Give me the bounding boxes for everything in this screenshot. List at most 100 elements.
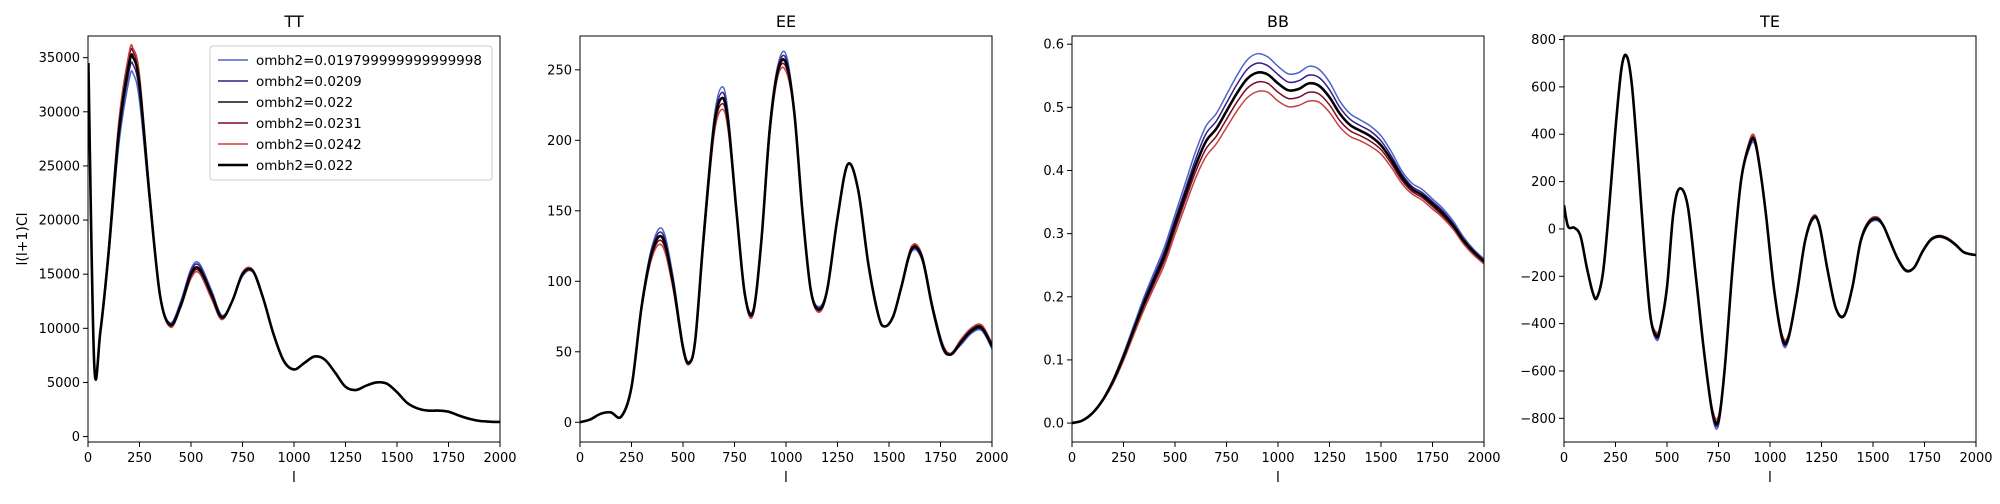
series-line [1072, 71, 1484, 424]
series-line [88, 53, 500, 424]
x-tick-label: 1250 [821, 451, 854, 466]
x-tick-label: 250 [1603, 451, 1628, 466]
y-tick-label: 200 [1531, 175, 1556, 190]
x-tick-label: 1750 [1908, 451, 1941, 466]
x-tick-label: 1750 [924, 451, 957, 466]
x-tick-label: 1000 [1261, 451, 1294, 466]
legend-label: ombh2=0.0209 [256, 74, 362, 90]
series-group [1564, 53, 1976, 430]
y-tick-label: 200 [547, 134, 572, 149]
series-line [1072, 71, 1484, 425]
y-tick-label: 10000 [39, 322, 80, 337]
y-tick-label: 250 [547, 63, 572, 78]
y-tick-label: 20000 [39, 214, 80, 229]
y-tick-label: 150 [547, 204, 572, 219]
x-tick-label: 250 [619, 451, 644, 466]
y-axis-label: l(l+1)Cl [15, 212, 31, 265]
x-tick-label: 2000 [483, 451, 516, 466]
x-tick-label: 750 [722, 451, 747, 466]
x-tick-label: 1250 [329, 451, 362, 466]
panel-ee: 0 250 500 750 1000 1250 1500 1750 2000 0 50 100 150 2… [547, 12, 1008, 486]
x-axis-label: l [292, 470, 296, 486]
x-tick-label: 1500 [872, 451, 905, 466]
panel-title: EE [776, 12, 796, 31]
legend: ombh2=0.019799999999999998 ombh2=0.0209 om… [209, 45, 493, 181]
panel-bb: 0 250 500 750 1000 1250 1500 1750 2000 0.0 0.1 0.2 0… [1043, 12, 1500, 486]
series-line [1072, 62, 1484, 424]
series-line [580, 58, 992, 423]
series-line [1564, 53, 1976, 426]
x-axis-label: l [1768, 470, 1772, 486]
series-line [580, 66, 992, 423]
y-tick-label: 100 [547, 275, 572, 290]
x-tick-label: 0 [1068, 451, 1076, 466]
panel-title: TT [283, 12, 303, 31]
x-tick-label: 0 [84, 451, 92, 466]
x-tick-label: 1500 [1364, 451, 1397, 466]
y-tick-label: 5000 [47, 376, 80, 391]
y-tick-label: 0.0 [1043, 417, 1064, 432]
y-tick-label: 0 [564, 416, 572, 431]
series-group [88, 43, 500, 424]
series-line [580, 54, 992, 423]
y-tick-label: 15000 [39, 268, 80, 283]
x-tick-label: 1000 [769, 451, 802, 466]
x-axis-label: l [1276, 470, 1280, 486]
series-line [580, 62, 992, 423]
y-tick-label: 800 [1531, 33, 1556, 48]
y-tick-label: 0.3 [1043, 227, 1064, 242]
series-line [580, 58, 992, 424]
legend-label: ombh2=0.019799999999999998 [256, 53, 482, 69]
x-tick-label: 750 [230, 451, 255, 466]
series-line [1564, 53, 1976, 423]
series-line [1072, 52, 1484, 424]
x-tick-label: 500 [1655, 451, 1680, 466]
y-tick-label: −200 [1520, 270, 1556, 285]
x-tick-label: 500 [1163, 451, 1188, 466]
series-line [580, 50, 992, 423]
series-line [1564, 53, 1976, 421]
x-tick-label: 1000 [277, 451, 310, 466]
x-tick-label: 2000 [1959, 451, 1992, 466]
y-tick-label: −400 [1520, 317, 1556, 332]
x-tick-label: 1500 [380, 451, 413, 466]
series-line [1564, 54, 1976, 425]
panel-te: 0 250 500 750 1000 1250 1500 1750 2000−800−600−4… [1520, 12, 1992, 486]
series-line [1072, 80, 1484, 424]
x-tick-label: 1250 [1805, 451, 1838, 466]
y-tick-label: −600 [1520, 364, 1556, 379]
x-tick-label: 1500 [1856, 451, 1889, 466]
axes-frame [1563, 35, 1977, 443]
y-tick-label: 0.6 [1043, 38, 1064, 53]
x-tick-label: 1750 [432, 451, 465, 466]
y-tick-label: 0.5 [1043, 101, 1064, 116]
x-tick-label: 250 [1111, 451, 1136, 466]
legend-label: ombh2=0.022 [256, 95, 353, 111]
y-tick-label: 35000 [39, 51, 80, 66]
x-tick-label: 1750 [1416, 451, 1449, 466]
x-tick-label: 750 [1214, 451, 1239, 466]
x-tick-label: 0 [1560, 451, 1568, 466]
x-tick-label: 750 [1706, 451, 1731, 466]
y-tick-label: 0.2 [1043, 290, 1064, 305]
series-group [580, 50, 992, 424]
x-tick-label: 0 [576, 451, 584, 466]
x-tick-label: 500 [179, 451, 204, 466]
y-tick-label: 400 [1531, 128, 1556, 143]
panel-tt: 0 250 500 750 1000 1250 1500 1750 20000 5000 10000… [15, 12, 517, 486]
legend-label: ombh2=0.022 [256, 158, 353, 174]
x-tick-label: 250 [127, 451, 152, 466]
y-tick-label: 600 [1531, 80, 1556, 95]
axes-frame [1071, 35, 1485, 443]
legend-label: ombh2=0.0242 [256, 137, 362, 153]
axes-frame [579, 35, 993, 443]
legend-label: ombh2=0.0231 [256, 116, 362, 132]
x-tick-label: 1000 [1753, 451, 1786, 466]
panel-title: BB [1267, 12, 1289, 31]
x-tick-label: 2000 [975, 451, 1008, 466]
y-tick-label: 50 [555, 345, 572, 360]
series-group [1072, 52, 1484, 425]
y-tick-label: 25000 [39, 159, 80, 174]
